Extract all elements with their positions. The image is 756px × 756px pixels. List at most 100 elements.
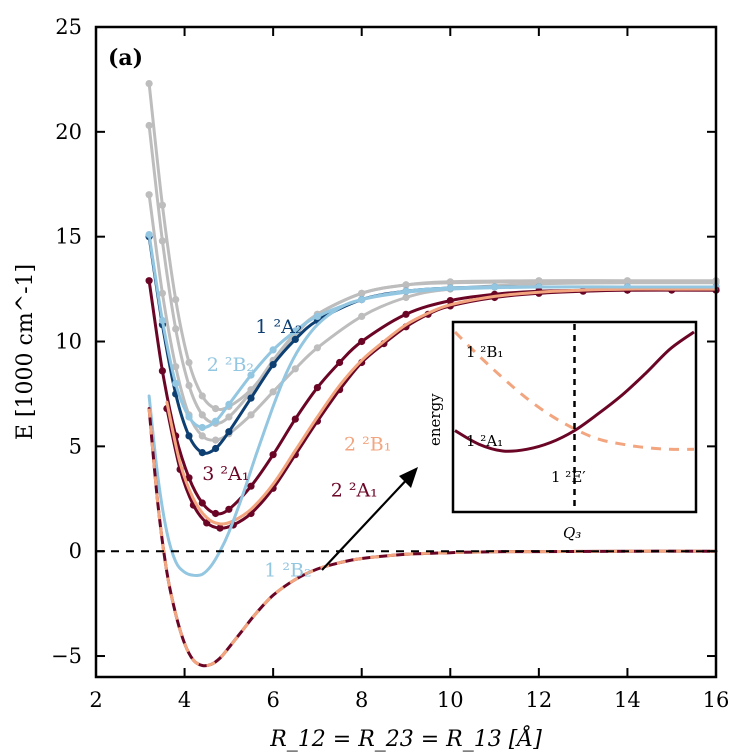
series-6-point-4	[185, 474, 193, 482]
series-3-point-11	[313, 344, 321, 352]
x-axis-title: R_12 = R_23 = R_13 [Å]	[269, 724, 542, 752]
series-7-point-5	[216, 524, 224, 532]
series-4-point-6	[212, 444, 220, 453]
inset-y-axis-label: energy	[426, 393, 444, 446]
curve-label-4: 3 ²A₁	[202, 463, 249, 485]
series-6-point-13	[358, 337, 366, 346]
series-3-point-5	[198, 432, 206, 440]
series-3-point-8	[247, 411, 255, 419]
curve-label-6: 1 ²B₂	[264, 559, 311, 581]
inset-series-layer	[453, 324, 695, 510]
series-1-point-3	[172, 296, 180, 304]
series-4-point-5	[198, 449, 206, 457]
series-3-point-2	[158, 289, 166, 297]
y-tick-label: −5	[51, 644, 82, 668]
inset-series-2	[453, 330, 695, 451]
series-3-point-10	[291, 365, 299, 373]
series-3-point-12	[358, 312, 366, 320]
series-4-point-10	[291, 335, 299, 343]
plot-frame	[94, 25, 718, 679]
panel-label: (a)	[108, 45, 143, 71]
series-5-point-10	[291, 327, 299, 335]
series-1-point-4	[185, 358, 193, 367]
series-line-8	[165, 287, 718, 526]
curve-label-1: 1 ²A₂	[255, 316, 302, 338]
series-2-point-4	[185, 381, 193, 390]
x-tick-label: 16	[703, 688, 730, 712]
series-1-point-6	[212, 405, 220, 413]
series-2-point-5	[198, 411, 206, 419]
x-tick-label: 6	[266, 688, 279, 712]
series-layer	[145, 80, 720, 668]
series-2-point-7	[225, 413, 233, 421]
series-6-point-8	[247, 482, 255, 490]
inset-label-1-2a1: 1 ²A₁	[466, 432, 503, 450]
series-6-point-14	[402, 310, 410, 318]
series-5-point-2	[158, 316, 166, 325]
inset-label-1-2e: 1 ²E′	[551, 468, 586, 486]
series-5-point-5	[198, 423, 206, 432]
series-3-point-6	[212, 436, 220, 444]
curve-label-5: 2 ²A₁	[331, 480, 378, 502]
series-line-9	[147, 285, 718, 578]
x-tick-label: 8	[355, 688, 368, 712]
series-6-point-2	[158, 367, 166, 375]
y-tick-label: 20	[55, 120, 82, 144]
series-3-point-3	[172, 363, 180, 371]
inset-arrow	[321, 467, 418, 571]
series-6-point-1	[145, 277, 153, 285]
series-3-point-13	[402, 293, 410, 302]
curve-label-2: 2 ²B₂	[207, 354, 254, 376]
series-6-point-12	[336, 358, 344, 367]
x-tick-label: 12	[525, 688, 552, 712]
series-4-point-9	[269, 361, 277, 369]
series-2-point-14	[446, 279, 454, 287]
series-4-point-8	[247, 394, 255, 402]
series-5-point-4	[185, 413, 193, 421]
axes-layer: 2 4 6 8 10 12 14 16 −5 0 5 10 15 20 25 R_12 = R_23 = R_…	[13, 15, 729, 752]
y-tick-label: 0	[69, 539, 82, 563]
series-2-point-13	[402, 281, 410, 289]
series-5-point-6	[212, 417, 220, 425]
y-axis-title: E [1000 cm^-1]	[13, 264, 38, 440]
y-tick-label: 10	[55, 330, 82, 354]
series-2-point-3	[172, 325, 180, 333]
series-6-point-5	[198, 499, 206, 507]
series-4-point-7	[225, 428, 233, 436]
series-6-point-11	[313, 384, 321, 392]
series-1-point-2	[158, 201, 166, 209]
series-3-point-1	[145, 191, 153, 199]
series-5-point-3	[172, 379, 180, 388]
curve-label-3: 2 ²B₁	[344, 434, 391, 456]
y-tick-label: 5	[69, 434, 82, 458]
series-5-point-7	[225, 400, 233, 408]
y-tick-label: 15	[55, 225, 82, 249]
x-tick-label: 10	[437, 688, 464, 712]
series-5-point-1	[145, 231, 153, 239]
x-tick-label: 4	[178, 688, 191, 712]
series-6-point-9	[269, 451, 277, 459]
series-6-point-15	[446, 297, 454, 305]
series-1-point-5	[198, 392, 206, 400]
series-6-point-6	[212, 509, 220, 518]
y-tick-label: 25	[55, 15, 82, 39]
inset-label-1-2b1: 1 ²B₁	[466, 343, 503, 361]
series-6-point-10	[291, 415, 299, 423]
inset-panel: energy Q₃ 1 ²B₁ 1 ²A₁ 1 ²E′	[426, 320, 698, 542]
inset-series-1	[454, 330, 695, 453]
series-1-point-1	[145, 80, 153, 88]
series-5-point-11	[313, 312, 321, 320]
series-2-point-2	[158, 237, 166, 245]
x-tick-label: 14	[614, 688, 641, 712]
inset-x-axis-label: Q₃	[563, 524, 581, 542]
series-5-point-8	[247, 371, 255, 379]
series-2-point-1	[145, 121, 153, 130]
x-tick-label: 2	[89, 688, 102, 712]
series-2-point-12	[358, 289, 366, 297]
series-5-point-9	[269, 346, 277, 354]
series-3-point-9	[269, 388, 277, 396]
series-7-point-4	[203, 519, 211, 527]
series-4-point-4	[185, 432, 193, 440]
